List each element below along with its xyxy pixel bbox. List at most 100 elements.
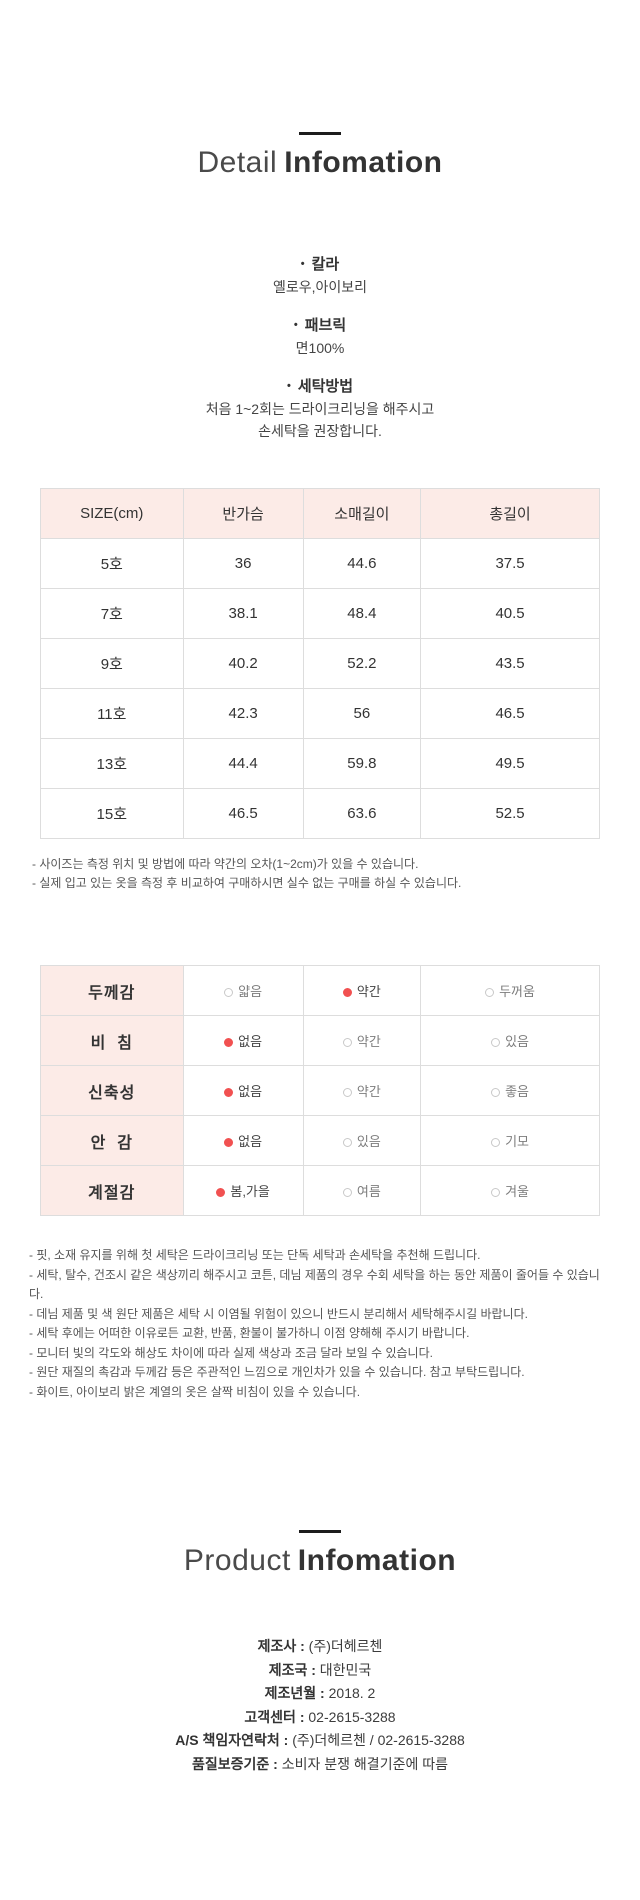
note-line: - 원단 재질의 촉감과 두께감 등은 주관적인 느낌으로 개인차가 있을 수 … <box>29 1365 525 1379</box>
section-divider <box>299 132 341 135</box>
spec-label-text: 세탁방법 <box>297 378 354 395</box>
size-table-row: 7호 38.1 48.4 40.5 <box>40 588 600 639</box>
size-cell: 44.4 <box>182 738 304 789</box>
size-col-header: 반가슴 <box>182 488 304 539</box>
attribute-option-cell: 기모 <box>420 1115 600 1166</box>
radio-dot-icon <box>491 1037 501 1047</box>
size-table: SIZE(cm) 반가슴 소매길이 총길이 5호 36 44.6 37.5 7호… <box>40 488 600 839</box>
size-table-row: 9호 40.2 52.2 43.5 <box>40 638 600 689</box>
info-value: 2018. 2 <box>328 1685 376 1701</box>
radio-option: 없음 <box>224 1034 262 1049</box>
info-line-as-contact: A/S 책임자연락처 : (주)더헤르첸 / 02-2615-3288 <box>0 1729 640 1753</box>
size-cell: 40.2 <box>182 638 304 689</box>
radio-dot-icon <box>224 1087 234 1097</box>
radio-option: 약간 <box>342 1034 381 1049</box>
attribute-option-cell: 약간 <box>302 1015 422 1066</box>
title-word-bold: Infomation <box>284 146 443 179</box>
attribute-option-cell: 좋음 <box>420 1065 600 1116</box>
attribute-row-season: 계절감 봄,가을 여름 겨울 <box>40 1165 600 1216</box>
separator: : <box>307 1661 320 1678</box>
option-label: 두꺼움 <box>499 983 535 999</box>
info-label: 품질보증기준 <box>192 1755 270 1772</box>
radio-dot-icon <box>485 987 495 997</box>
size-col-header: 총길이 <box>420 488 600 539</box>
attribute-option-cell: 약간 <box>302 1065 422 1116</box>
size-cell: 49.5 <box>420 738 600 789</box>
attribute-option-cell: 겨울 <box>420 1165 600 1216</box>
size-cell: 44.6 <box>302 538 422 589</box>
radio-dot-icon <box>491 1187 501 1197</box>
size-table-row: 13호 44.4 59.8 49.5 <box>40 738 600 789</box>
spec-value: 손세탁을 권장합니다. <box>258 423 382 439</box>
attribute-option-cell: 두꺼움 <box>420 965 600 1016</box>
radio-dot-icon <box>342 987 352 997</box>
attribute-label: 신축성 <box>40 1065 184 1116</box>
spec-group-fabric: • 패브릭 면100% <box>0 314 640 359</box>
separator: : <box>269 1755 282 1772</box>
info-value: 소비자 분쟁 해결기준에 따름 <box>281 1755 448 1772</box>
size-cell: 43.5 <box>420 638 600 689</box>
size-cell: 52.2 <box>302 638 422 689</box>
size-cell: 9호 <box>40 638 184 689</box>
spec-value: 옐로우,아이보리 <box>272 279 368 295</box>
radio-dot-icon <box>491 1137 501 1147</box>
option-label: 없음 <box>238 1033 263 1049</box>
radio-dot-icon <box>342 1137 352 1147</box>
option-label: 얇음 <box>238 983 263 999</box>
size-cell: 59.8 <box>302 738 422 789</box>
attribute-table: 두께감 얇음 약간 두꺼움 비 침 없음 약간 있음 신축성 없음 약간 좋음 … <box>40 965 600 1216</box>
product-info-list: 제조사 : (주)더헤르첸 제조국 : 대한민국 제조년월 : 2018. 2 … <box>0 1635 640 1776</box>
radio-option: 얇음 <box>224 984 262 999</box>
attribute-row-sheerness: 비 침 없음 약간 있음 <box>40 1015 600 1066</box>
spec-value: 처음 1~2회는 드라이크리닝을 해주시고 <box>205 401 435 417</box>
radio-option: 여름 <box>342 1184 381 1199</box>
spec-group-color: • 칼라 옐로우,아이보리 <box>0 253 640 298</box>
radio-option: 있음 <box>342 1134 381 1149</box>
radio-dot-icon <box>224 1137 234 1147</box>
size-cell: 37.5 <box>420 538 600 589</box>
spec-label-text: 패브릭 <box>304 317 347 334</box>
size-cell: 46.5 <box>182 788 304 839</box>
size-table-row: 11호 42.3 56 46.5 <box>40 688 600 739</box>
bullet-icon: • <box>300 258 305 270</box>
size-cell: 42.3 <box>182 688 304 739</box>
option-label: 없음 <box>238 1133 263 1149</box>
note-line: - 모니터 빛의 각도와 해상도 차이에 따라 실제 색상과 조금 달라 보일 … <box>29 1345 433 1360</box>
size-cell: 38.1 <box>182 588 304 639</box>
attribute-option-cell: 봄,가을 <box>182 1165 304 1216</box>
bullet-icon: • <box>293 319 298 331</box>
attribute-option-cell: 없음 <box>182 1065 304 1116</box>
size-table-header-row: SIZE(cm) 반가슴 소매길이 총길이 <box>40 488 600 539</box>
option-label: 기모 <box>505 1133 529 1149</box>
title-word-bold: Infomation <box>297 1544 457 1577</box>
size-col-header: 소매길이 <box>302 488 422 539</box>
size-cell: 48.4 <box>302 588 422 639</box>
note-line: - 데님 제품 및 색 원단 제품은 세탁 시 이염될 위험이 있으니 반드시 … <box>29 1306 528 1321</box>
attribute-option-cell: 없음 <box>182 1115 304 1166</box>
attribute-option-cell: 약간 <box>302 965 422 1016</box>
note-line: - 세탁, 탈수, 건조시 같은 색상끼리 해주시고 코튼, 데님 제품의 경우… <box>29 1267 600 1302</box>
info-value: (주)더헤르첸 / 02-2615-3288 <box>292 1732 465 1748</box>
option-label: 약간 <box>356 983 381 999</box>
note-line: - 세탁 후에는 어떠한 이유로든 교환, 반품, 환불이 불가하니 이점 양해… <box>29 1326 470 1340</box>
size-cell: 46.5 <box>420 688 600 739</box>
radio-option: 봄,가을 <box>216 1184 270 1199</box>
info-label: 제조년월 <box>264 1685 317 1701</box>
separator: : <box>279 1732 293 1748</box>
spec-label: • 세탁방법 <box>0 375 640 398</box>
attribute-option-cell: 여름 <box>302 1165 422 1216</box>
title-word-light: Detail <box>197 146 278 179</box>
spec-label: • 칼라 <box>0 253 640 276</box>
attribute-label: 안 감 <box>40 1115 184 1166</box>
option-label: 봄,가을 <box>230 1183 270 1199</box>
size-table-notes: - 사이즈는 측정 위치 및 방법에 따라 약간의 오차(1~2cm)가 있을 … <box>32 855 608 893</box>
radio-dot-icon <box>342 1037 352 1047</box>
size-cell: 52.5 <box>420 788 600 839</box>
radio-option: 약간 <box>342 983 381 999</box>
section-divider <box>299 1530 341 1533</box>
radio-option: 약간 <box>342 1084 381 1099</box>
attribute-row-elasticity: 신축성 없음 약간 좋음 <box>40 1065 600 1116</box>
info-label: A/S 책임자연락처 <box>175 1732 280 1748</box>
radio-option: 없음 <box>224 1084 262 1099</box>
product-section-title: Product Infomation <box>0 1543 640 1579</box>
